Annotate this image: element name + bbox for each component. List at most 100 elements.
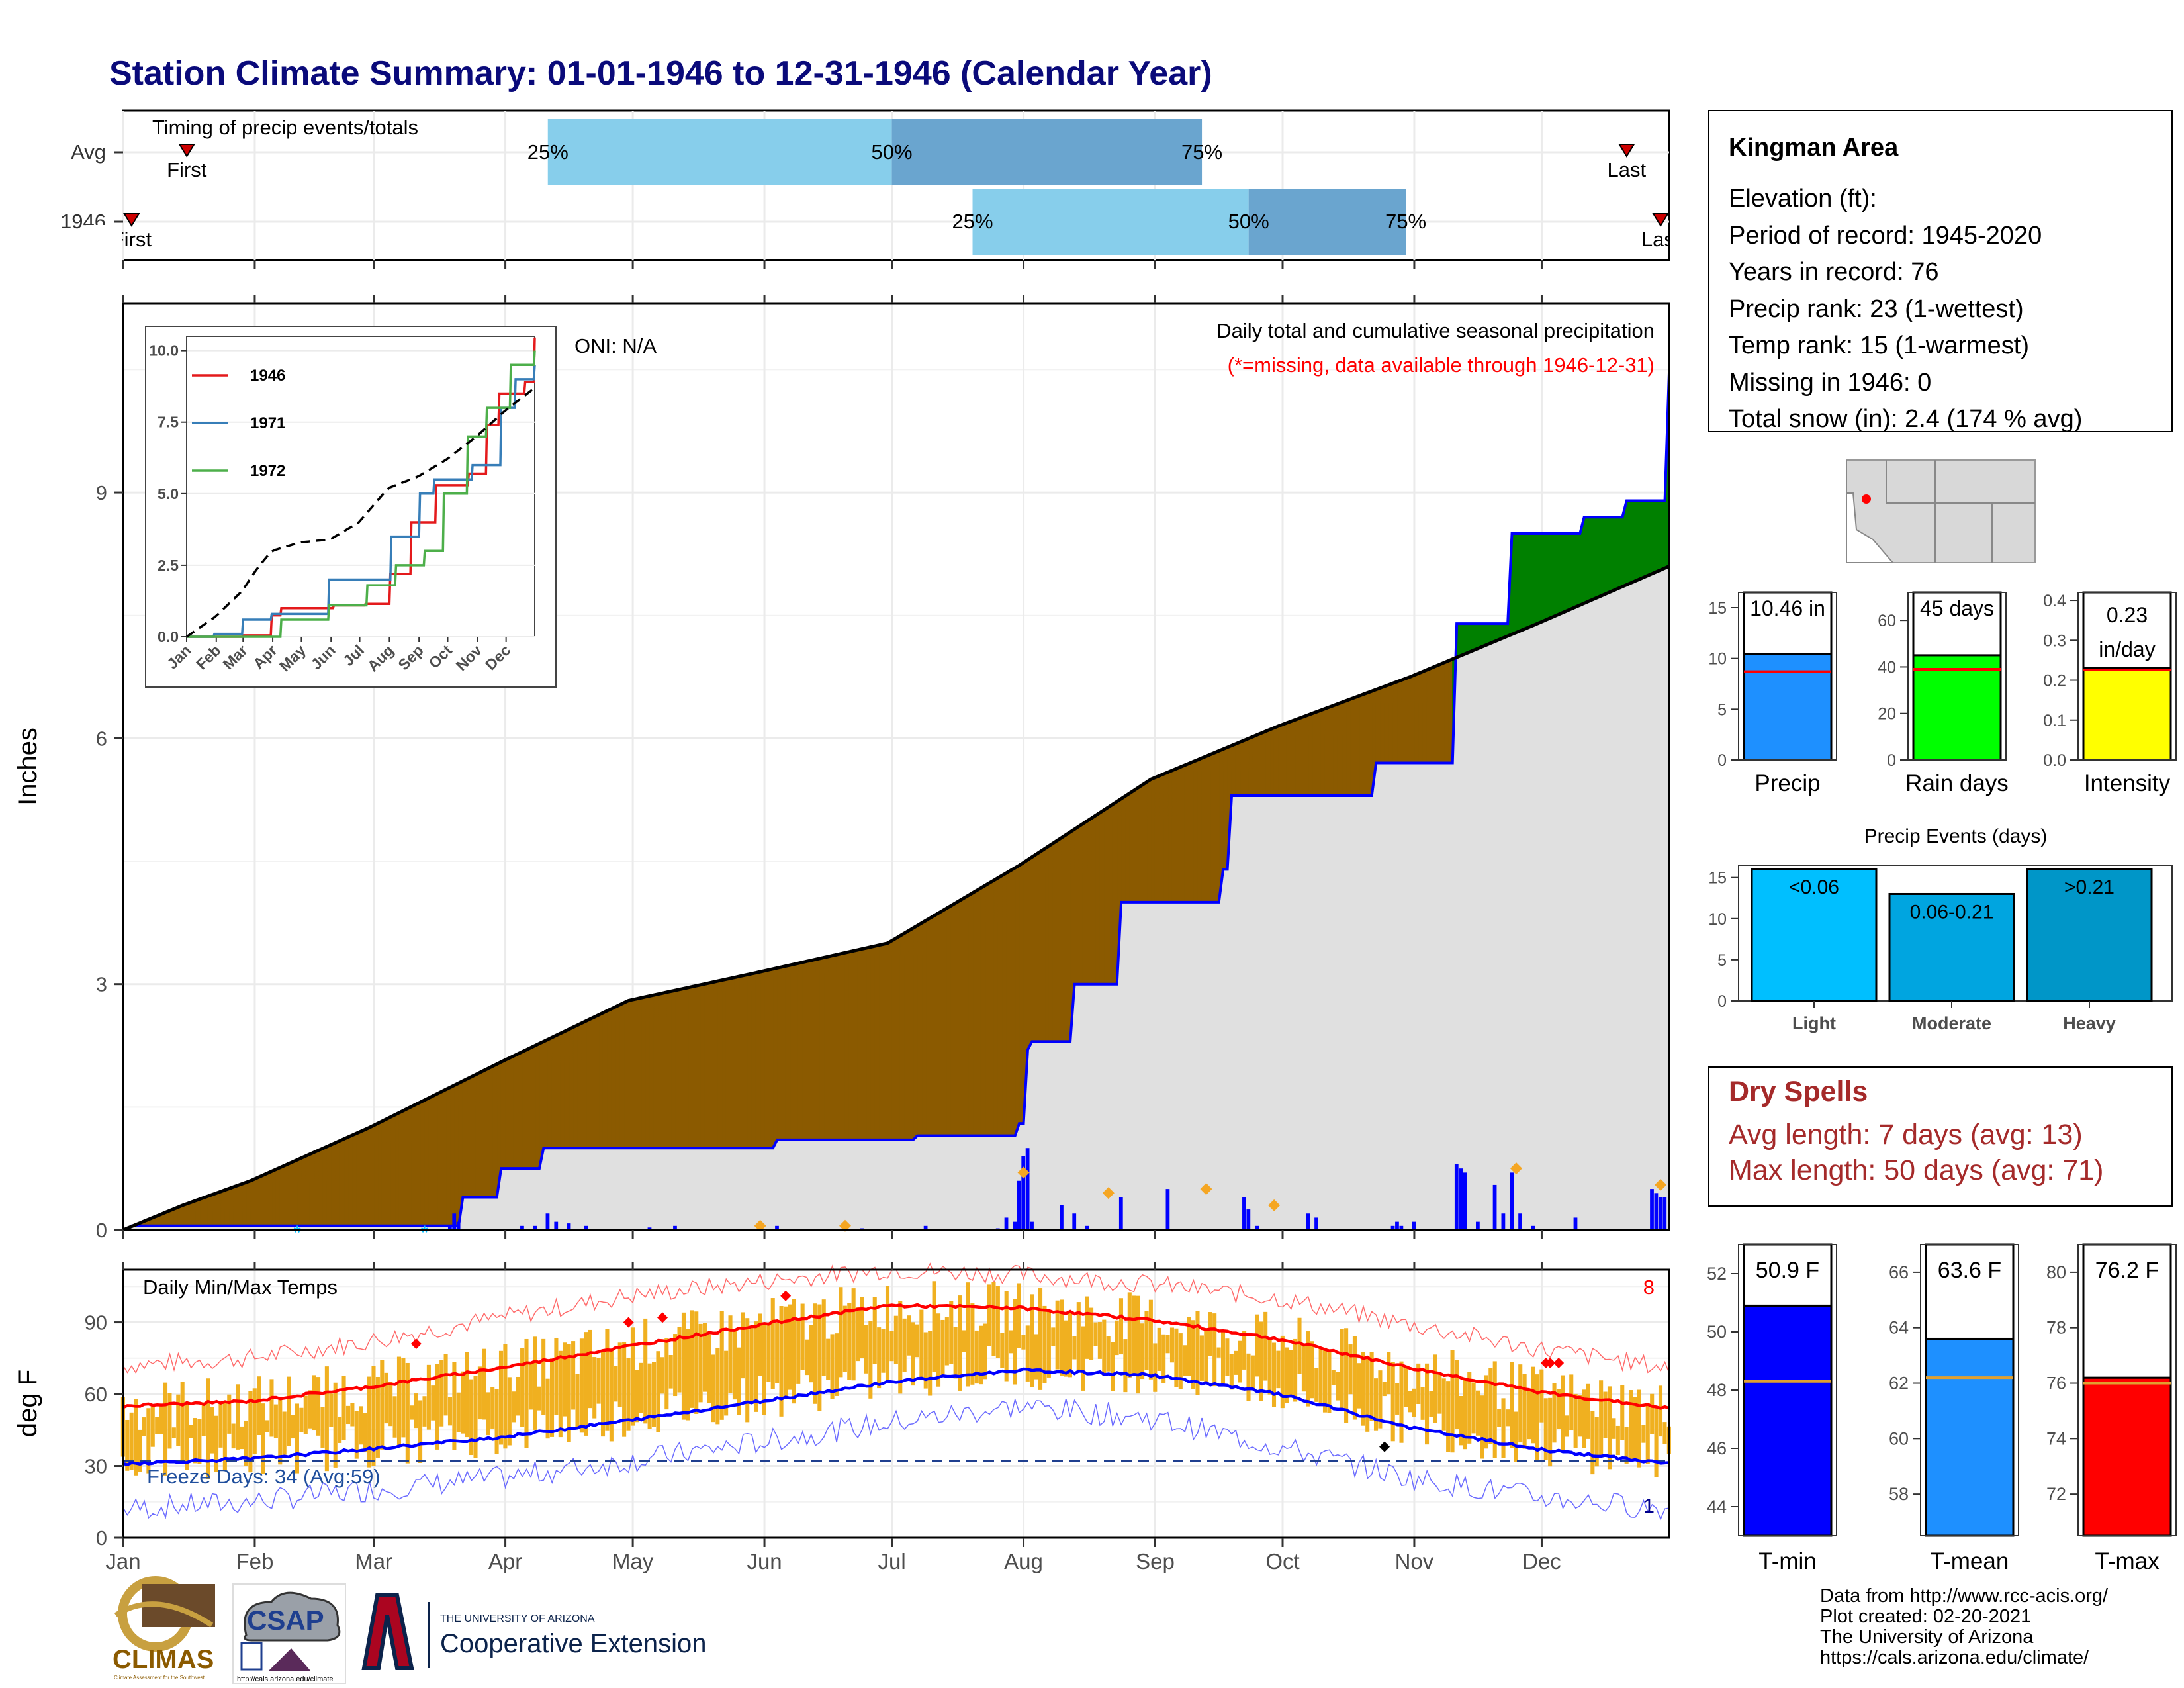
daily-temp-bar bbox=[754, 1321, 758, 1412]
month-tick-label: Feb bbox=[236, 1549, 274, 1573]
daily-temp-bar bbox=[1327, 1350, 1332, 1413]
daily-temp-bar bbox=[885, 1286, 890, 1382]
daily-temp-bar bbox=[1220, 1331, 1226, 1387]
daily-temp-bar bbox=[949, 1301, 954, 1364]
temp-summary-label-box bbox=[1743, 1243, 1833, 1307]
temp-summary-value: 63.6 F bbox=[1938, 1258, 2001, 1283]
daily-temp-bar bbox=[1148, 1299, 1153, 1380]
daily-temp-bar bbox=[856, 1307, 860, 1362]
ua-logo-name: Cooperative Extension bbox=[440, 1629, 706, 1658]
daily-temp-bar bbox=[847, 1303, 852, 1380]
precip-header: Daily total and cumulative seasonal prec… bbox=[1216, 319, 1655, 342]
station-elevation: Elevation (ft): bbox=[1729, 185, 1877, 212]
temp-summary-y-tick-label: 74 bbox=[2046, 1429, 2066, 1448]
daily-temp-bar bbox=[1390, 1362, 1395, 1442]
summary-y-tick-label: 0.0 bbox=[2043, 751, 2066, 770]
daily-precip-bar bbox=[673, 1225, 677, 1230]
daily-temp-bar bbox=[800, 1303, 805, 1370]
temp-summary-label-box bbox=[2082, 1243, 2172, 1379]
temp-summary-y-tick-label: 78 bbox=[2046, 1318, 2066, 1338]
cumulative-1946-line bbox=[123, 373, 1670, 1231]
daily-temp-bar bbox=[1161, 1334, 1166, 1383]
daily-temp-bar bbox=[907, 1315, 911, 1356]
daily-temp-bar bbox=[392, 1396, 397, 1438]
daily-temp-bar bbox=[1561, 1375, 1565, 1452]
daily-temp-bar bbox=[388, 1382, 393, 1427]
precip-panel: * * 0 3 6 9 Inches Daily total and cumulativ… bbox=[13, 295, 1670, 1244]
daily-temp-bar bbox=[864, 1325, 868, 1374]
daily-temp-bar bbox=[375, 1376, 380, 1458]
daily-temp-bar bbox=[1178, 1333, 1183, 1389]
daily-temp-bar bbox=[1433, 1354, 1437, 1423]
timing-q75-label: 75% bbox=[1385, 210, 1426, 233]
daily-temp-bar bbox=[167, 1393, 172, 1449]
timing-q75-label: 75% bbox=[1181, 140, 1222, 164]
daily-temp-bar bbox=[1497, 1409, 1502, 1427]
daily-temp-bar bbox=[592, 1357, 597, 1419]
daily-temp-bar bbox=[1603, 1391, 1608, 1438]
daily-precip-bar bbox=[452, 1213, 457, 1230]
summary-bar-rain-days bbox=[1912, 654, 2002, 761]
daily-temp-bar bbox=[1102, 1319, 1107, 1376]
temp-summary-y-tick-label: 58 bbox=[1889, 1484, 1909, 1504]
summary-y-tick-label: 10 bbox=[1708, 650, 1727, 669]
daily-temp-bar bbox=[728, 1315, 733, 1393]
daily-temp-bar bbox=[758, 1313, 762, 1376]
daily-temp-bar bbox=[851, 1288, 856, 1381]
daily-temp-bar bbox=[588, 1329, 592, 1409]
summary-y-tick-label: 15 bbox=[1708, 599, 1727, 618]
footer-university: The University of Arizona bbox=[1820, 1626, 2034, 1648]
daily-temp-bar bbox=[129, 1412, 134, 1470]
daily-temp-bar bbox=[1429, 1391, 1433, 1417]
daily-temp-bar bbox=[163, 1382, 168, 1476]
daily-temp-bar bbox=[1505, 1409, 1510, 1427]
daily-temp-bar bbox=[507, 1377, 512, 1446]
daily-precip-bar bbox=[1573, 1217, 1578, 1230]
daily-temp-bar bbox=[396, 1356, 402, 1446]
temp-summary-y-tick-label: 64 bbox=[1889, 1318, 1909, 1338]
daily-temp-bar bbox=[435, 1364, 439, 1450]
daily-temp-bar bbox=[567, 1344, 571, 1442]
daily-temp-bar bbox=[125, 1419, 130, 1471]
daily-temp-bar bbox=[584, 1332, 588, 1436]
daily-temp-bar bbox=[222, 1401, 227, 1470]
daily-precip-bar bbox=[1395, 1221, 1399, 1230]
daily-temp-bar bbox=[316, 1377, 321, 1436]
daily-temp-bar bbox=[830, 1334, 835, 1399]
daily-temp-bar bbox=[1501, 1398, 1506, 1458]
daily-temp-bar bbox=[1552, 1383, 1557, 1443]
daily-temp-bar bbox=[1548, 1397, 1553, 1467]
daily-temp-bar bbox=[1093, 1322, 1098, 1346]
daily-temp-bar bbox=[1615, 1425, 1620, 1456]
snow-marker: * bbox=[421, 1222, 429, 1244]
daily-temp-bar bbox=[1115, 1320, 1119, 1356]
daily-temp-bar bbox=[932, 1281, 936, 1373]
daily-temp-bar bbox=[1204, 1331, 1208, 1383]
daily-temp-bar bbox=[842, 1305, 847, 1372]
daily-temp-bar bbox=[877, 1327, 882, 1389]
daily-temp-bar bbox=[711, 1354, 715, 1423]
daily-temp-bar bbox=[1267, 1339, 1272, 1395]
daily-temp-bar bbox=[240, 1426, 244, 1450]
daily-temp-bar bbox=[1620, 1385, 1625, 1440]
event-category-label: Moderate bbox=[1912, 1013, 1991, 1033]
precip-y-tick-label: 3 bbox=[96, 973, 107, 996]
daily-precip-bar bbox=[1246, 1209, 1251, 1230]
daily-temp-bar bbox=[737, 1347, 741, 1415]
daily-temp-bar bbox=[227, 1394, 232, 1434]
summary-bar-name: Intensity bbox=[2084, 771, 2171, 796]
dry-spells-avg: Avg length: 7 days (avg: 13) bbox=[1729, 1119, 2083, 1150]
timing-q25-label: 25% bbox=[527, 140, 569, 164]
daily-temp-bar bbox=[1225, 1338, 1230, 1376]
daily-temp-bar bbox=[1624, 1427, 1629, 1464]
daily-temp-bar bbox=[1234, 1350, 1238, 1375]
summary-bar-label-box bbox=[1912, 591, 2002, 657]
record-high-count: 8 bbox=[1643, 1276, 1655, 1299]
station-info-box: Kingman Area Elevation (ft): Period of r… bbox=[1708, 110, 2173, 433]
timing-first-marker bbox=[123, 213, 140, 227]
daily-temp-bar bbox=[273, 1404, 278, 1438]
daily-temp-bar bbox=[516, 1376, 520, 1416]
daily-temp-bar bbox=[1123, 1339, 1128, 1393]
daily-temp-bar bbox=[367, 1376, 372, 1468]
